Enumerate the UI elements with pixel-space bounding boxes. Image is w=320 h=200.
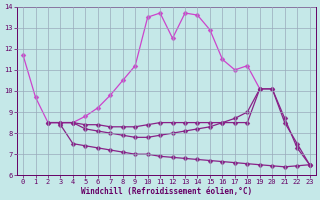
X-axis label: Windchill (Refroidissement éolien,°C): Windchill (Refroidissement éolien,°C) xyxy=(81,187,252,196)
